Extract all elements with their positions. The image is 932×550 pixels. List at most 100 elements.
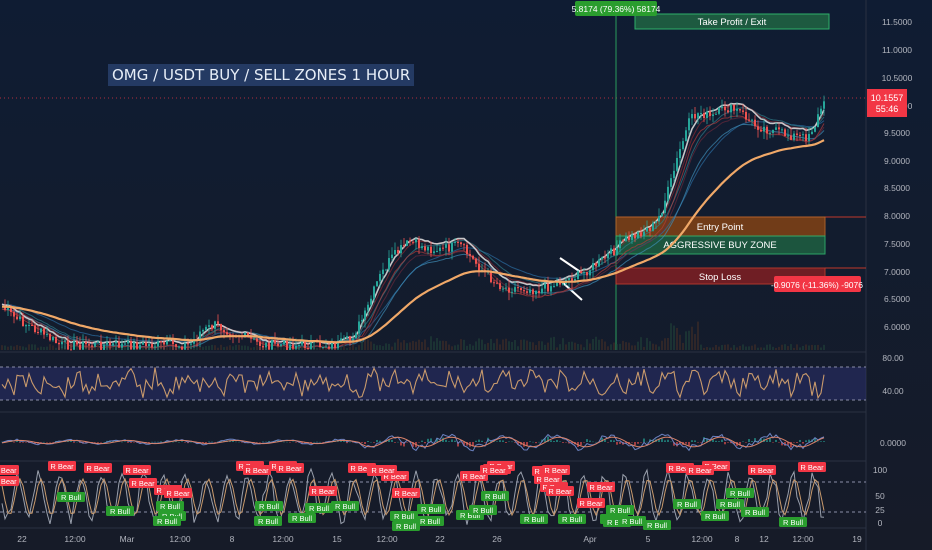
candle-body <box>259 341 261 346</box>
candle-body <box>490 271 492 283</box>
macd-hist-bar <box>214 442 216 443</box>
time-tick-label: 12:00 <box>376 534 398 544</box>
candle-body <box>631 234 633 240</box>
candle-body <box>460 242 462 245</box>
candle-body <box>76 341 78 345</box>
volume-bar <box>142 347 144 350</box>
macd-hist-bar <box>712 439 714 442</box>
candle-body <box>493 282 495 284</box>
bull-signal-tag: R Bull <box>160 502 180 511</box>
volume-bar <box>637 341 639 350</box>
bear-signal-tag-box <box>748 465 776 475</box>
candle-body <box>250 336 252 339</box>
candlesticks <box>4 95 825 351</box>
candle-body <box>268 342 270 350</box>
bear-signal-tag-box <box>369 465 397 475</box>
macd-hist-bar <box>316 441 318 443</box>
volume-bar <box>625 342 627 350</box>
macd-hist-bar <box>568 442 570 444</box>
macd-hist-bar <box>586 439 588 442</box>
volume-bar <box>196 346 198 350</box>
candle-body <box>223 330 225 333</box>
time-tick-label: 12:00 <box>272 534 294 544</box>
aggressive-buy-zone[interactable] <box>615 235 826 255</box>
candle-body <box>340 338 342 341</box>
macd-hist-bar <box>496 441 498 442</box>
volume-bar <box>241 345 243 350</box>
candle-body <box>247 332 249 337</box>
take-profit-zone[interactable] <box>634 13 830 30</box>
volume-bar <box>811 344 813 350</box>
candle-body <box>82 341 84 350</box>
candle-body <box>346 336 348 338</box>
volume-bar <box>526 340 528 350</box>
volume-bar <box>13 346 15 350</box>
bull-signal-tag-box <box>416 516 444 526</box>
bull-signal-tag-box <box>255 501 283 511</box>
volume-bar <box>541 341 543 350</box>
volume-bar <box>751 345 753 350</box>
bear-signal-tag: R Bear <box>482 466 506 475</box>
candle-body <box>13 311 15 317</box>
macd-hist-bar <box>580 442 582 446</box>
price-tick-label: 11.5000 <box>882 17 912 27</box>
volume-bar <box>46 346 48 350</box>
macd-hist-bar <box>343 441 345 442</box>
volume-bar <box>232 346 234 350</box>
macd-hist-bar <box>238 441 240 443</box>
candle-body <box>676 158 678 171</box>
bear-signal-tag-box <box>243 465 271 475</box>
volume-bar <box>607 346 609 350</box>
macd-hist-bar <box>478 439 480 442</box>
candle-body <box>463 244 465 246</box>
trendline-annotation[interactable] <box>561 281 583 301</box>
volume-bar <box>406 343 408 350</box>
candle-body <box>208 325 210 327</box>
macd-hist-bar <box>724 442 726 445</box>
candle-body <box>97 341 99 343</box>
candle-body <box>706 111 708 119</box>
volume-bar <box>94 347 96 350</box>
macd-hist-bar <box>769 438 771 442</box>
candle-body <box>61 341 63 345</box>
time-tick-label: 12:00 <box>792 534 814 544</box>
volume-bar <box>577 343 579 350</box>
price-tick-label: 7.5000 <box>884 239 910 249</box>
macd-hist-bar <box>259 442 261 443</box>
candle-body <box>775 127 777 130</box>
macd-hist-bar <box>562 442 564 443</box>
macd-hist-bar <box>70 440 72 442</box>
candle-body <box>355 333 357 339</box>
volume-bar <box>754 344 756 350</box>
volume-bar <box>445 341 447 350</box>
macd-hist-bar <box>292 441 294 443</box>
volume-bar <box>424 339 426 350</box>
candle-body <box>733 104 735 111</box>
macd-hist-bar <box>517 442 519 445</box>
time-axis[interactable]: 22 12:00 Mar 12:00 8 12:00 15 12:00 22 26 Apr 5 12:0… <box>17 534 862 544</box>
volume-bar <box>628 342 630 350</box>
candle-body <box>34 325 36 333</box>
macd-hist-bar <box>463 442 465 447</box>
candle-body <box>820 108 822 115</box>
candle-body <box>436 250 438 252</box>
macd-hist-bar <box>412 442 414 447</box>
candle-body <box>556 282 558 286</box>
volume-bar <box>244 345 246 350</box>
candle-body <box>814 127 816 132</box>
macd-hist-bar <box>265 441 267 443</box>
bull-signal-tag: R Bull <box>720 500 740 509</box>
candle-body <box>679 149 681 159</box>
candle-body <box>301 341 303 345</box>
bear-signal-tag: R Bear <box>371 466 395 475</box>
candle-body <box>298 344 300 346</box>
measure-label-box[interactable] <box>575 1 657 16</box>
candle-body <box>739 108 741 111</box>
candle-body <box>106 342 108 345</box>
candle-body <box>571 278 573 282</box>
bull-signal-tag: R Bull <box>292 514 312 523</box>
stop-loss-readout-box[interactable] <box>774 276 861 292</box>
bear-signal-tag-box <box>546 486 574 496</box>
